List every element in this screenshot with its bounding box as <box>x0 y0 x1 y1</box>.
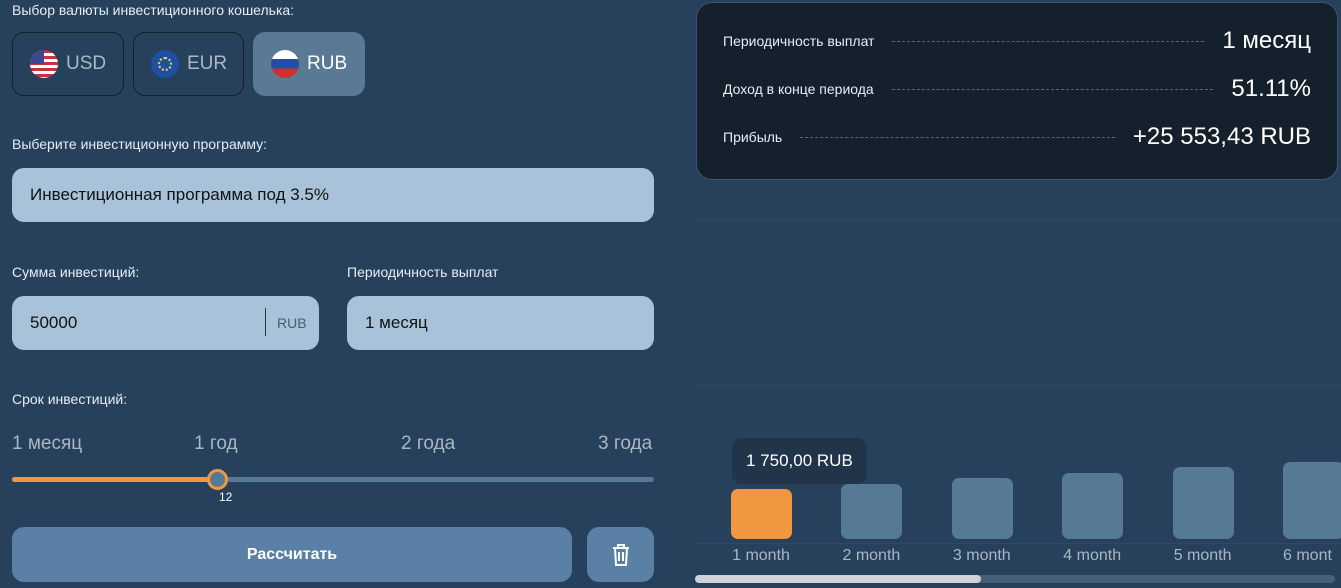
period-select[interactable]: 1 месяц <box>347 296 654 350</box>
term-tick: 2 года <box>401 433 456 454</box>
amount-unit: RUB <box>277 315 307 331</box>
amount-label: Сумма инвестиций: <box>12 264 140 280</box>
chart-scrollbar-thumb[interactable] <box>695 575 981 583</box>
summary-label: Прибыль <box>723 129 783 145</box>
amount-value: 50000 <box>30 313 78 332</box>
currency-code: USD <box>66 53 107 74</box>
chart-baseline <box>695 543 1341 544</box>
term-tick: 1 месяц <box>12 433 83 454</box>
grid-line <box>695 220 1341 221</box>
term-label: Срок инвестиций: <box>12 391 128 407</box>
trash-icon <box>612 543 629 566</box>
x-tick-label: 1 month <box>732 547 790 564</box>
program-select[interactable]: Инвестиционная программа под 3.5% <box>12 168 654 222</box>
term-slider-fill <box>12 477 217 482</box>
summary-label: Доход в конце периода <box>723 81 874 97</box>
currency-code: RUB <box>307 53 348 74</box>
term-slider-track[interactable] <box>12 477 654 482</box>
currency-usd-button[interactable]: USD <box>12 32 124 96</box>
bar[interactable] <box>841 484 903 539</box>
x-tick-label: 3 month <box>952 547 1011 564</box>
currency-code: EUR <box>187 53 228 74</box>
calculate-label: Рассчитать <box>246 545 338 563</box>
currency-rub-button[interactable]: RUB <box>253 32 365 96</box>
bar[interactable] <box>731 489 792 539</box>
us-flag-icon <box>30 50 58 78</box>
grid-line <box>695 385 1341 386</box>
term-slider-value: 12 <box>219 490 233 504</box>
amount-input[interactable]: 50000 RUB <box>12 296 319 350</box>
x-tick-label: 6 mont <box>1283 547 1332 564</box>
summary-value: 51.11% <box>1231 75 1311 102</box>
currency-label: Выбор валюты инвестиционного кошелька: <box>12 2 295 18</box>
summary-card: Периодичность выплат 1 месяц Доход в конц… <box>696 2 1338 180</box>
ru-flag-icon <box>271 50 299 78</box>
x-tick-label: 4 month <box>1063 547 1122 564</box>
bar[interactable] <box>1283 462 1341 539</box>
currency-eur-button[interactable]: EUR <box>133 32 244 96</box>
summary-value: +25 553,43 RUB <box>1132 123 1311 150</box>
term-tick: 1 год <box>194 433 238 454</box>
eu-flag-icon <box>151 50 179 78</box>
period-label: Периодичность выплат <box>347 264 499 280</box>
term-slider-handle[interactable] <box>207 469 228 490</box>
bar[interactable] <box>951 478 1013 539</box>
x-tick-label: 2 month <box>842 547 901 564</box>
calculate-button[interactable]: Рассчитать <box>12 527 572 582</box>
x-tick-label: 5 month <box>1173 547 1232 564</box>
chart-scrollbar-track[interactable] <box>695 575 1335 583</box>
bar[interactable] <box>1062 473 1124 539</box>
tooltip-text: 1 750,00 RUB <box>746 451 853 470</box>
program-label: Выберите инвестиционную программу: <box>12 136 268 152</box>
delete-button[interactable] <box>587 527 654 582</box>
summary-label: Периодичность выплат <box>723 33 875 49</box>
bar[interactable] <box>1172 467 1234 539</box>
term-tick: 3 года <box>598 433 653 454</box>
bar-tooltip: 1 750,00 RUB <box>732 438 867 484</box>
summary-value: 1 месяц <box>1222 27 1311 54</box>
